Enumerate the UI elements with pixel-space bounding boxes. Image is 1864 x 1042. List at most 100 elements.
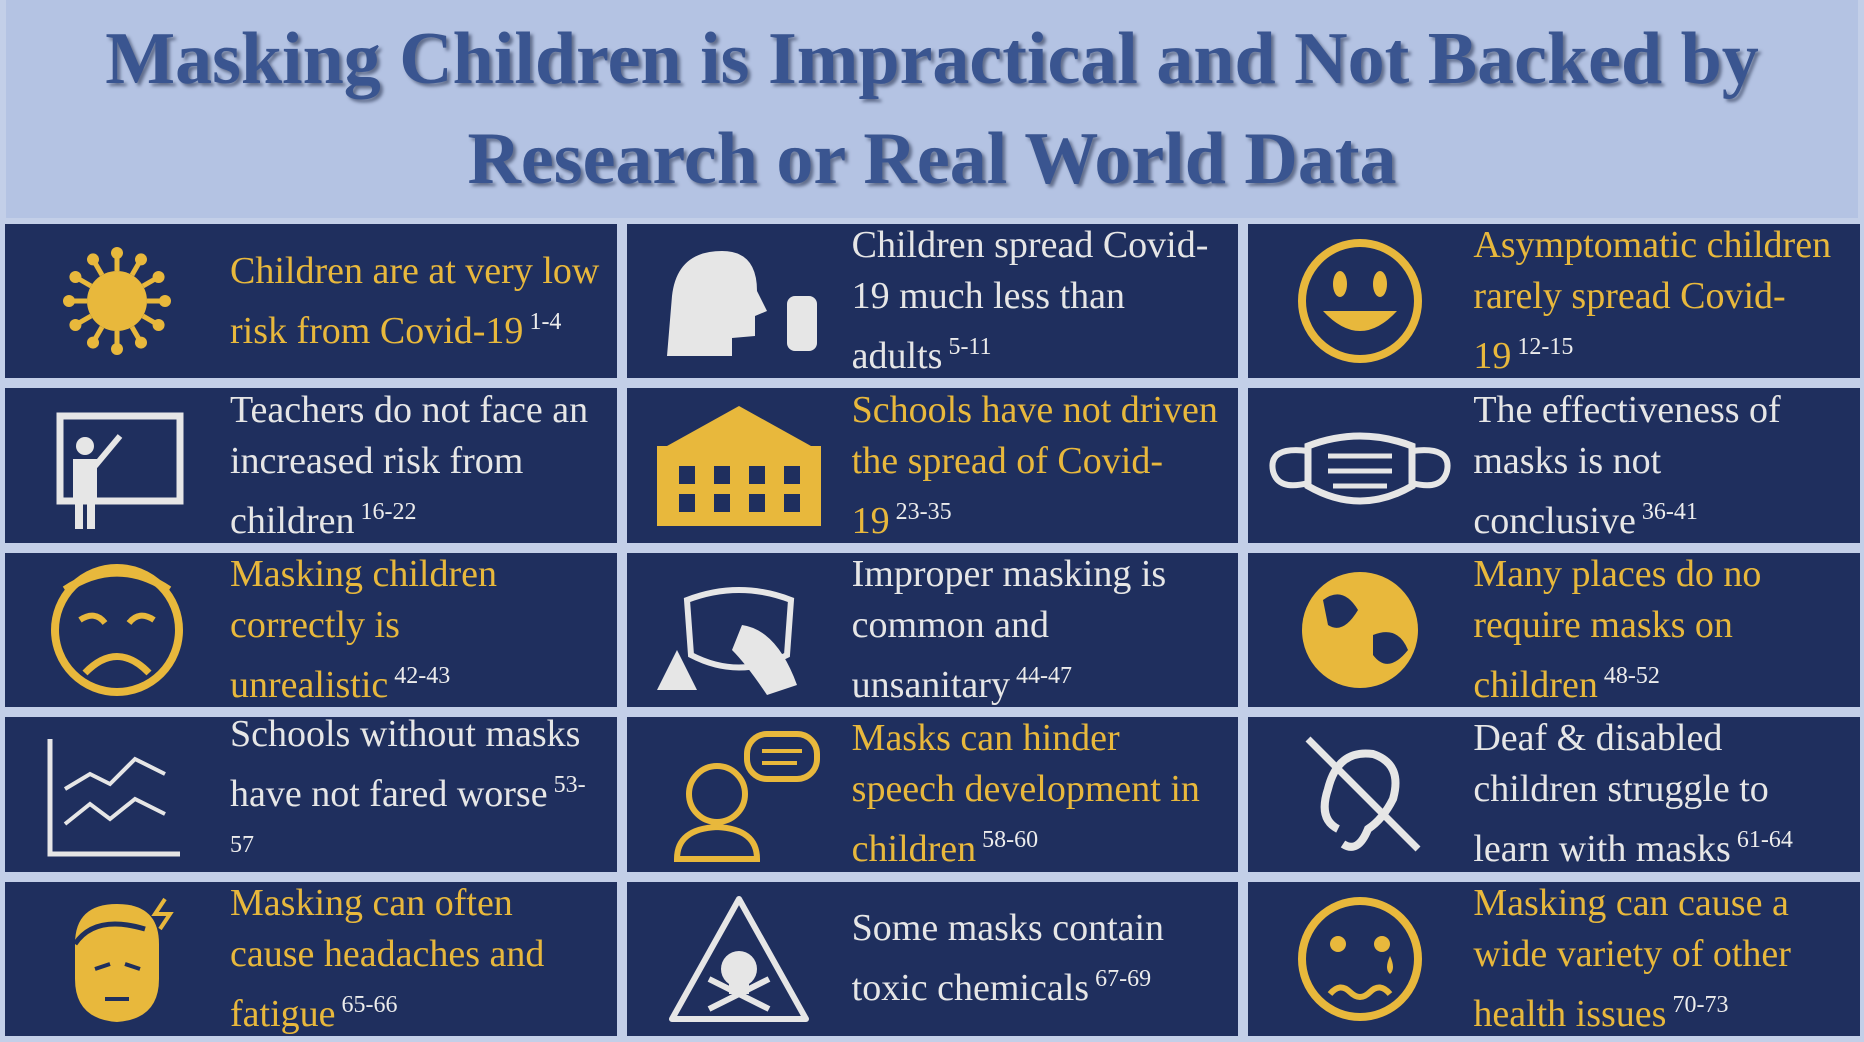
- icon-shape: [87, 336, 99, 349]
- icon: [63, 247, 171, 356]
- icon: [72, 897, 174, 1022]
- fact-card: Children spread Covid-19 much less than …: [626, 224, 1239, 379]
- icon-shape: [783, 465, 800, 484]
- fact-text: Asymptomatic children rarely spread Covi…: [1473, 224, 1832, 378]
- references: 42-43: [394, 663, 451, 689]
- icon: [47, 739, 180, 857]
- fact: Schools without masks have not fared wor…: [230, 717, 605, 871]
- references: 70-73: [1672, 991, 1729, 1018]
- icon-shape: [135, 253, 147, 266]
- icon-shape: [1374, 935, 1391, 952]
- icon-shape: [56, 412, 184, 505]
- fact: Improper masking is common and unsanitar…: [852, 553, 1227, 707]
- fact-text: Some masks contain toxic chemicals: [851, 907, 1165, 1010]
- icon-shape: [707, 976, 770, 1012]
- icon-shape: [673, 824, 760, 863]
- icon-shape: [668, 895, 809, 1022]
- icon-shape: [72, 921, 146, 946]
- icon-shape: [1298, 896, 1423, 1021]
- fact-grid: Children are at very low risk from Covid…: [5, 224, 1860, 1036]
- fact: Some masks contain toxic chemicals 67-69: [852, 903, 1227, 1014]
- references: 5-11: [948, 334, 992, 361]
- icon-shape: [743, 731, 820, 783]
- icon-shape: [1298, 239, 1423, 364]
- fact-card: Masks can hinder speech development in c…: [626, 717, 1239, 872]
- fact: Asymptomatic children rarely spread Covi…: [1473, 224, 1848, 378]
- icon-shape: [63, 295, 75, 308]
- references: 48-52: [1603, 663, 1660, 689]
- icon-shape: [1373, 271, 1388, 298]
- references: 1-4: [529, 308, 562, 335]
- fact: Deaf & disabled children struggle to lea…: [1473, 717, 1848, 871]
- icon-shape: [152, 319, 165, 332]
- icon-shape: [87, 253, 99, 266]
- references: 58-60: [982, 827, 1039, 854]
- fact: Teachers do not face an increased risk f…: [230, 388, 605, 542]
- fact-card: The effectiveness of masks is not conclu…: [1248, 388, 1860, 543]
- icon: [1298, 239, 1423, 364]
- icon-shape: [63, 797, 166, 826]
- references: 36-41: [1641, 498, 1698, 525]
- icon-shape: [786, 296, 817, 352]
- icon-shape: [666, 405, 811, 446]
- icon-shape: [87, 271, 147, 332]
- fact-card: Some masks contain toxic chemicals 67-69: [626, 881, 1239, 1036]
- icon-shape: [1305, 736, 1421, 852]
- fact-text: Many places do no require masks on child…: [1473, 553, 1762, 706]
- icon-shape: [76, 436, 94, 455]
- fact-text: Masking children correctly is unrealisti…: [230, 553, 498, 706]
- fact: Schools have not driven the spread of Co…: [852, 388, 1227, 542]
- icon-shape: [47, 739, 180, 857]
- icon-shape: [748, 465, 765, 484]
- fact-card: Improper masking is common and unsanitar…: [626, 552, 1239, 708]
- icon-shape: [124, 961, 141, 971]
- fact-card: Masking children correctly is unrealisti…: [5, 552, 617, 708]
- fact: Children are at very low risk from Covid…: [230, 246, 605, 357]
- references: 12-15: [1517, 334, 1574, 361]
- icon: [673, 731, 820, 863]
- icon-shape: [87, 500, 95, 529]
- icon-shape: [656, 445, 821, 526]
- icon-shape: [1387, 955, 1394, 974]
- icon-shape: [720, 950, 757, 987]
- fact-text: Masking can cause a wide variety of othe…: [1473, 881, 1791, 1035]
- icon-shape: [51, 563, 183, 696]
- fact-text: Schools have not driven the spread of Co…: [851, 388, 1218, 542]
- icon-shape: [1323, 311, 1398, 332]
- icon-shape: [1323, 594, 1409, 664]
- icon-shape: [1302, 571, 1419, 688]
- title: Masking Children is Impractical and Not …: [105, 18, 1759, 200]
- icon-shape: [92, 433, 123, 468]
- fact-text: Improper masking is common and unsanitar…: [851, 553, 1167, 706]
- icon: [1302, 571, 1419, 688]
- fact-card: Children are at very low risk from Covid…: [5, 224, 617, 379]
- icon: [656, 587, 797, 695]
- icon-shape: [685, 763, 748, 826]
- fact-card: Many places do no require masks on child…: [1248, 552, 1860, 708]
- icon-shape: [656, 649, 697, 690]
- icon: [51, 563, 183, 696]
- fact: Masking can cause a wide variety of othe…: [1473, 882, 1848, 1036]
- fact-card: Schools without masks have not fared wor…: [5, 717, 617, 872]
- icon-shape: [731, 624, 797, 695]
- fact: Masking can often cause headaches and fa…: [230, 882, 605, 1036]
- references: 67-69: [1095, 966, 1152, 993]
- icon-shape: [73, 458, 97, 504]
- icon-shape: [69, 271, 82, 284]
- references: 44-47: [1015, 663, 1072, 689]
- header: Masking Children is Impractical and Not …: [6, 0, 1858, 218]
- fact: Masking children correctly is unrealisti…: [230, 553, 605, 707]
- fact-text: Masking can often cause headaches and fa…: [230, 881, 545, 1035]
- icon-shape: [111, 343, 123, 356]
- icon-shape: [159, 295, 171, 308]
- fact-text: Children are at very low risk from Covid…: [230, 249, 600, 352]
- icon-shape: [783, 493, 800, 512]
- references: 23-35: [895, 498, 952, 525]
- fact-text: Deaf & disabled children struggle to lea…: [1473, 717, 1769, 871]
- icon-shape: [82, 653, 152, 676]
- fact-text: Children spread Covid-19 much less than …: [851, 224, 1209, 378]
- icon-shape: [1328, 984, 1393, 1000]
- icon-shape: [683, 587, 794, 671]
- fact-text: Teachers do not face an increased risk f…: [230, 388, 589, 542]
